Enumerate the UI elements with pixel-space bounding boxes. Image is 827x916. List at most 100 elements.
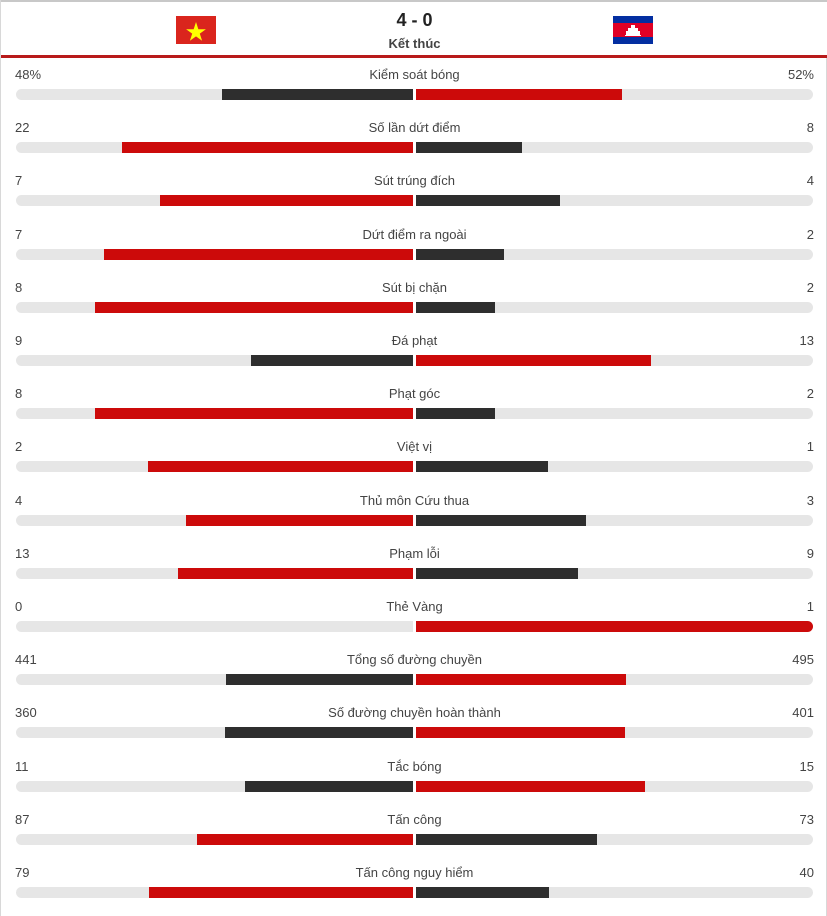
away-stat-bar (416, 301, 496, 313)
home-stat-value: 87 (15, 811, 30, 827)
home-stat-bar (160, 195, 413, 207)
home-stat-value: 79 (15, 865, 30, 880)
stat-label: Đá phạt (391, 333, 438, 348)
away-stat-value: 401 (792, 705, 814, 721)
home-stat-value: 8 (15, 386, 23, 402)
away-stat-value: 2 (806, 386, 814, 402)
home-stat-track (16, 780, 413, 792)
away-stat-bar (416, 727, 626, 739)
home-stat-bar (95, 301, 413, 313)
stat-label: Phạm lỗi (389, 545, 440, 561)
away-stat-track (416, 301, 813, 313)
cambodia-flag-icon (613, 16, 653, 44)
home-stat-track (16, 833, 413, 845)
stat-label: Thẻ Vàng (386, 599, 443, 614)
stat-row: 9 Đá phạt 13 (1, 328, 827, 381)
home-stat-bar (178, 567, 413, 579)
stat-label: Tắc bóng (387, 758, 442, 774)
home-stat-track (16, 567, 413, 579)
home-stat-value: 13 (15, 545, 30, 561)
away-stat-bar (416, 887, 550, 898)
home-stat-track (16, 195, 413, 207)
home-stat-bar (149, 887, 413, 898)
home-stat-track (16, 89, 413, 100)
home-stat-bar (95, 408, 413, 420)
stat-label: Phạt góc (388, 386, 441, 402)
away-stat-track (416, 727, 813, 739)
stat-label: Tấn công nguy hiểm (355, 865, 474, 880)
home-stat-value: 2 (15, 439, 23, 455)
away-stat-value: 1 (806, 599, 814, 614)
stat-label: Kiểm soát bóng (369, 67, 460, 82)
away-stat-bar (416, 833, 598, 845)
home-stat-bar (121, 142, 413, 154)
home-stat-track (16, 674, 413, 686)
home-stat-value: 4 (15, 492, 23, 508)
stat-row: 48% Kiểm soát bóng 52% (1, 62, 827, 115)
away-stat-bar (416, 142, 522, 154)
home-stat-value: 7 (15, 173, 23, 189)
away-stat-bar (416, 89, 623, 100)
stat-label: Sút bị chặn (381, 279, 448, 295)
home-stat-bar (222, 89, 413, 100)
match-score: 4 - 0 (396, 10, 433, 30)
away-stat-value: 73 (799, 811, 814, 827)
stat-row: 360 Số đường chuyền hoàn thành 401 (1, 700, 827, 753)
home-stat-value: 9 (15, 333, 23, 348)
away-stat-track (416, 461, 813, 473)
away-stat-bar (416, 567, 579, 579)
away-stat-bar (416, 780, 646, 792)
match-status: Kết thúc (388, 36, 441, 51)
home-stat-track (16, 355, 413, 366)
away-stat-value: 52% (787, 67, 814, 82)
away-stat-bar (416, 674, 626, 686)
home-stat-value: 22 (15, 120, 30, 136)
stat-label: Số lần dứt điểm (368, 120, 461, 136)
away-stat-value: 2 (806, 279, 814, 295)
home-stat-track (16, 461, 413, 473)
home-stat-bar (245, 780, 413, 792)
stat-row: 7 Sút trúng đích 4 (1, 168, 827, 221)
stat-row: 8 Phạt góc 2 (1, 381, 827, 434)
home-stat-track (16, 142, 413, 154)
stat-row: 8 Sút bị chặn 2 (1, 275, 827, 328)
away-stat-value: 2 (806, 226, 814, 242)
home-stat-bar (148, 461, 413, 473)
home-stat-bar (225, 674, 413, 686)
away-stat-value: 15 (799, 758, 814, 774)
stat-row: 2 Việt vị 1 (1, 434, 827, 487)
home-stat-value: 441 (15, 652, 37, 668)
home-stat-bar (197, 833, 413, 845)
home-stat-bar (250, 355, 413, 366)
away-stat-value: 8 (806, 120, 814, 136)
away-stat-value: 9 (806, 545, 814, 561)
stat-row: 4 Thủ môn Cứu thua 3 (1, 488, 827, 541)
away-stat-value: 3 (806, 492, 814, 508)
home-stat-track (16, 248, 413, 260)
stat-row: 7 Dứt điểm ra ngoài 2 (1, 222, 827, 275)
stat-row: 0 Thẻ Vàng 1 (1, 594, 827, 647)
home-stat-value: 0 (15, 599, 23, 614)
away-stat-value: 4 (806, 173, 814, 189)
away-stat-bar (416, 408, 496, 420)
away-stat-track (416, 142, 813, 154)
away-stat-track (416, 833, 813, 845)
home-stat-bar (104, 248, 413, 260)
stat-label: Dứt điểm ra ngoài (362, 226, 467, 242)
away-stat-track (416, 408, 813, 420)
away-stat-track (416, 514, 813, 526)
home-stat-track (16, 408, 413, 420)
stat-row: 79 Tấn công nguy hiểm 40 (1, 860, 827, 913)
vietnam-flag-icon (176, 16, 216, 44)
home-stat-track (16, 301, 413, 313)
home-stat-track (16, 727, 413, 739)
away-stat-track (416, 355, 813, 366)
stat-row: 441 Tổng số đường chuyền 495 (1, 647, 827, 700)
home-stat-value: 11 (15, 758, 29, 774)
away-stat-value: 13 (799, 333, 814, 348)
away-stat-value: 40 (799, 865, 814, 880)
away-stat-value: 495 (792, 652, 814, 668)
home-stat-bar (225, 727, 413, 739)
stat-row: 11 Tắc bóng 15 (1, 754, 827, 807)
